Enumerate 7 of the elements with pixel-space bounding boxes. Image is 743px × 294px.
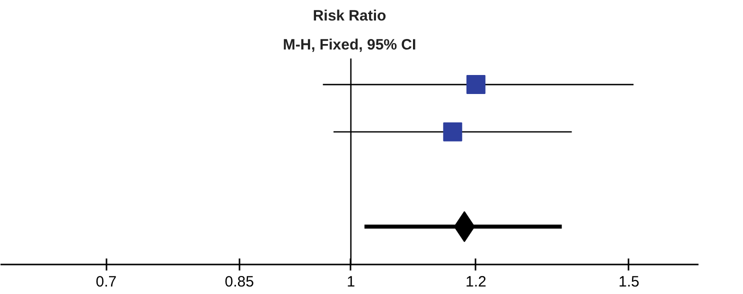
x-tick-label: 0.7 xyxy=(96,274,117,290)
x-tick-label: 1.5 xyxy=(618,274,640,290)
chart-subtitle: M-H, Fixed, 95% CI xyxy=(282,36,416,54)
x-tick-label: 0.85 xyxy=(224,274,254,290)
x-tick-label: 1.2 xyxy=(466,274,486,290)
chart-title: Risk Ratio xyxy=(312,8,386,24)
x-tick-label: 1 xyxy=(346,274,356,290)
